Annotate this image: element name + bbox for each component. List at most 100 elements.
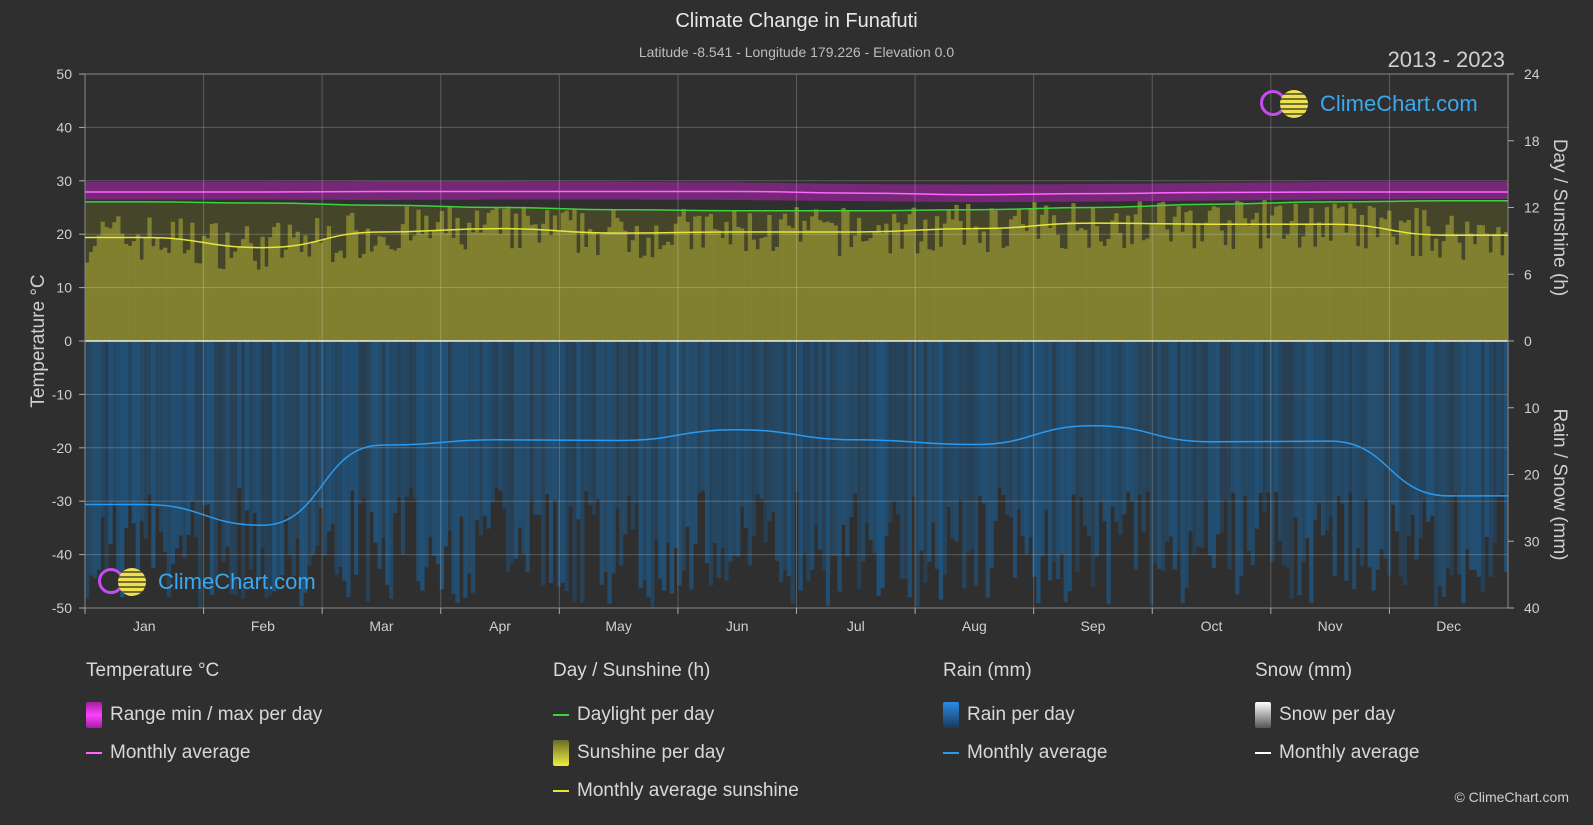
sunshine-bar (299, 251, 304, 341)
sunshine-bar (96, 235, 101, 341)
sunshine-bar (482, 224, 487, 341)
sunshine-bar (903, 224, 909, 341)
rain-bar (1270, 341, 1275, 562)
daylight-line (85, 200, 1508, 212)
sunshine-bar (584, 246, 589, 341)
rain-bar (700, 341, 706, 491)
sunshine-bar (506, 206, 511, 341)
rain-bar (880, 341, 885, 588)
rain-bar (525, 341, 530, 573)
y-tick-label: 50 (56, 66, 72, 82)
sunshine-bar (408, 240, 413, 341)
sunshine-bar (1277, 205, 1283, 341)
sunshine-bar (1145, 238, 1150, 341)
rain-bar (385, 341, 390, 585)
rain-avg-swatch (943, 752, 959, 754)
chart-subtitle: Latitude -8.541 - Longitude 179.226 - El… (638, 44, 955, 60)
sunshine-bar (1414, 207, 1419, 341)
rain-bar (502, 341, 507, 509)
rain-bar (447, 341, 452, 531)
rain-bar (1094, 341, 1100, 557)
y2-tick-label: 0 (1524, 333, 1532, 349)
rain-bar (708, 341, 714, 586)
sunshine-bar (759, 238, 764, 341)
sunshine-bar (1324, 207, 1330, 341)
rain-bar (923, 341, 928, 583)
rain-bar (658, 341, 663, 579)
sunshine-bar (849, 247, 854, 341)
rain-bar (704, 341, 710, 564)
sunshine-bar (962, 244, 967, 341)
rain-bar (747, 341, 753, 566)
rain-bar (1196, 341, 1201, 547)
y-tick-label: -50 (52, 600, 72, 616)
sunshine-bar (892, 213, 897, 341)
y2-tick-label: 6 (1524, 266, 1532, 282)
sunshine-bar (295, 231, 300, 341)
sunshine-bar (1383, 219, 1388, 341)
rain-bar (537, 341, 542, 515)
rain-swatch (943, 702, 959, 728)
sunshine-bar (1441, 241, 1447, 341)
sunshine-bar (147, 217, 152, 341)
y2-axis-title: Day / Sunshine (h) (1549, 139, 1570, 296)
sunshine-bar (291, 237, 296, 341)
sunshine-bar (1348, 203, 1353, 341)
sunshine-bar (1125, 215, 1131, 341)
rain-bar (1285, 341, 1291, 568)
x-tick-label: Sep (1080, 618, 1105, 634)
sunshine-bar (958, 220, 963, 341)
sunshine-bar (1430, 250, 1435, 341)
chart-title: Climate Change in Funafuti (675, 10, 918, 32)
sunshine-bar (1476, 224, 1482, 341)
sunshine-bar (1005, 246, 1010, 341)
rain-bar (295, 341, 300, 539)
sunshine-bar (1063, 248, 1068, 341)
sunshine-bar (720, 237, 725, 341)
rain-bar (123, 341, 129, 529)
sunshine-bar (252, 260, 257, 341)
sunshine-bar (1496, 227, 1501, 341)
sunshine-bar (1083, 229, 1088, 341)
rain-bar (116, 341, 121, 571)
x-tick-label: Jan (133, 618, 156, 634)
rain-bar (1469, 341, 1474, 571)
rain-bar (587, 341, 593, 505)
sunshine-bar (1262, 200, 1267, 341)
rain-bar (732, 341, 737, 557)
sunshine-bar (1387, 210, 1392, 341)
rain-bar (790, 341, 795, 605)
sunshine-bar (786, 225, 792, 341)
rain-bar (443, 341, 448, 547)
sunshine-bar (1297, 247, 1302, 341)
rain-bar (938, 341, 944, 600)
sunshine-bar (985, 252, 990, 341)
sunshine-bar (732, 210, 737, 341)
rain-bar (1090, 341, 1096, 587)
rain-bar (802, 341, 807, 554)
sunshine-bar (92, 246, 98, 341)
sunshine-bar (1059, 247, 1064, 341)
sunshine-bar (1355, 246, 1361, 341)
rain-bar (1164, 341, 1170, 542)
sunshine-bar (977, 242, 983, 341)
rain-bar (1083, 341, 1088, 526)
rain-bar (599, 341, 604, 585)
rain-bar (646, 341, 651, 597)
sunshine-bar (1032, 202, 1037, 341)
brand-logo-bottom[interactable]: ClimeChart.com (96, 566, 316, 598)
sunshine-bar (1344, 232, 1349, 341)
sunshine-bar (470, 232, 476, 341)
brand-logo-top[interactable]: ClimeChart.com (1258, 88, 1478, 120)
sunshine-bar (385, 245, 390, 341)
y2-tick-label: 12 (1524, 200, 1540, 216)
sunshine-bar (412, 235, 417, 341)
rain-bar (424, 341, 429, 568)
rain-bar (677, 341, 682, 586)
rain-bar (1075, 341, 1080, 572)
rain-bar (931, 341, 936, 523)
sunshine-bar (1036, 238, 1041, 341)
rain-bar (1079, 341, 1084, 498)
sunshine-bar (1426, 226, 1431, 341)
rain-bar (1406, 341, 1411, 537)
